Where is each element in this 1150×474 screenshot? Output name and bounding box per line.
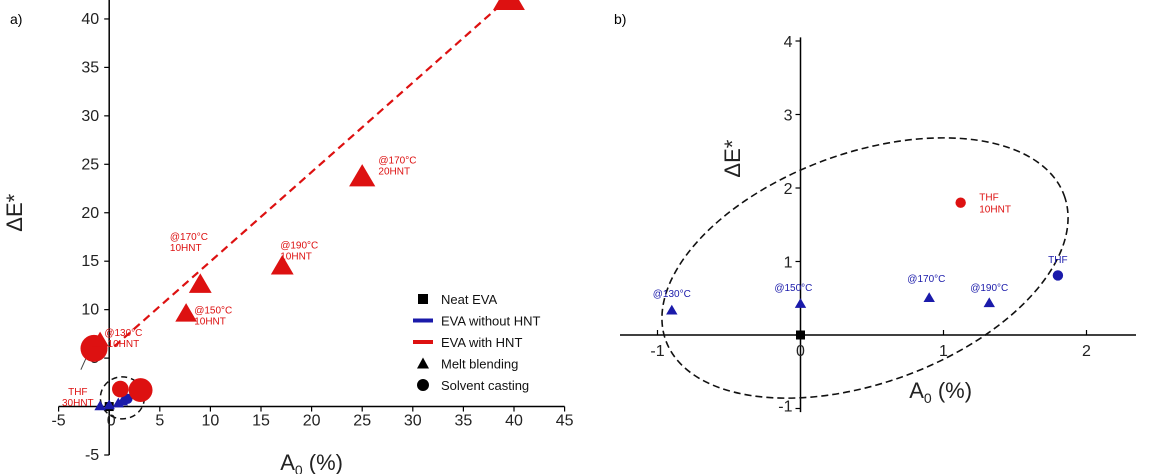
point-annotation: THF <box>1048 255 1067 266</box>
y-tick-label: 10 <box>81 302 99 319</box>
legend-label: EVA without HNT <box>441 314 541 329</box>
x-tick-label: 20 <box>303 413 321 430</box>
y-axis-title-a: ΔE* <box>2 193 27 231</box>
point-annotation: THF <box>979 192 998 203</box>
point-annotation: @190°C <box>280 241 318 252</box>
legend-label: EVA with HNT <box>441 335 522 350</box>
data-point <box>128 378 153 403</box>
data-point <box>983 297 995 308</box>
y-tick-label: 3 <box>784 108 793 125</box>
x-axis-title-a: A0 (%) <box>280 450 343 474</box>
panel-label-a: a) <box>10 11 22 27</box>
data-point <box>122 393 133 404</box>
legend-red-line-icon <box>413 340 433 344</box>
x-tick-label: 0 <box>107 413 116 430</box>
x-tick-label: 45 <box>556 413 574 430</box>
point-annotation: @170°C <box>907 274 945 285</box>
legend-square-icon <box>418 294 428 304</box>
x-tick-label: -5 <box>51 413 65 430</box>
y-tick-label: -1 <box>778 399 792 416</box>
data-point <box>112 380 129 398</box>
cluster-ellipse <box>661 137 1069 399</box>
point-annotation: 10HNT <box>979 204 1011 215</box>
y-tick-label: 30 <box>81 108 99 125</box>
point-annotation: 10HNT <box>280 252 312 263</box>
data-point <box>794 298 807 308</box>
data-point <box>492 0 525 10</box>
data-point <box>94 400 106 411</box>
x-tick-label: 35 <box>455 413 473 430</box>
point-annotation: 20HNT <box>378 166 410 177</box>
point-annotation: @170°C <box>170 232 208 243</box>
point-annotation: @150°C <box>194 306 232 317</box>
data-point <box>175 303 197 322</box>
data-point <box>349 164 376 187</box>
data-point <box>923 292 935 302</box>
x-tick-label: 40 <box>505 413 523 430</box>
y-axis-title-b: ΔE* <box>720 139 745 177</box>
x-tick-label: 25 <box>353 413 371 430</box>
x-tick-label: 5 <box>155 413 164 430</box>
x-tick-label: 10 <box>202 413 220 430</box>
data-point <box>188 273 212 293</box>
x-tick-label: 1 <box>939 343 948 360</box>
data-point <box>955 197 966 208</box>
y-tick-label: 2 <box>784 181 793 198</box>
point-annotation: 30HNT <box>62 398 94 409</box>
data-point <box>1052 270 1064 281</box>
y-tick-label: 40 <box>81 11 99 28</box>
legend-blue-line-icon <box>413 318 433 323</box>
x-tick-label: 30 <box>404 413 422 430</box>
legend-label: Solvent casting <box>441 378 529 393</box>
y-tick-label: 25 <box>81 156 99 173</box>
x-tick-label: -1 <box>650 343 664 360</box>
trend-line <box>113 0 508 348</box>
y-tick-label: 15 <box>81 253 99 270</box>
legend-circle-icon <box>417 379 429 391</box>
data-point <box>91 331 109 347</box>
legend-triangle-icon <box>417 357 429 369</box>
legend-label: Melt blending <box>441 357 518 372</box>
point-annotation: @130°C <box>104 328 142 339</box>
x-tick-label: 2 <box>1082 343 1091 360</box>
point-annotation: @130°C <box>653 289 691 300</box>
y-tick-label: 1 <box>784 255 793 272</box>
y-tick-label: -5 <box>85 447 99 464</box>
x-axis-title-b: A0 (%) <box>909 378 972 406</box>
point-annotation: 10HNT <box>194 317 226 328</box>
chart-a: a)-5051015202530354045-55101520253035404… <box>2 0 574 474</box>
point-annotation: @190°C <box>970 283 1008 294</box>
point-annotation: @150°C <box>774 283 812 294</box>
point-annotation: 10HNT <box>108 339 140 350</box>
data-point <box>270 255 294 275</box>
data-point <box>796 330 805 340</box>
point-annotation: 10HNT <box>170 243 202 254</box>
y-tick-label: 20 <box>81 205 99 222</box>
point-annotation: THF <box>68 387 87 398</box>
point-annotation: @170°C <box>378 155 416 166</box>
y-tick-label: 35 <box>81 59 99 76</box>
panel-label-b: b) <box>614 11 626 27</box>
y-tick-label: 4 <box>784 34 793 51</box>
data-point <box>103 399 115 410</box>
x-tick-label: 0 <box>796 343 805 360</box>
data-point <box>666 304 678 315</box>
legend-label: Neat EVA <box>441 292 497 307</box>
x-tick-label: 15 <box>252 413 270 430</box>
